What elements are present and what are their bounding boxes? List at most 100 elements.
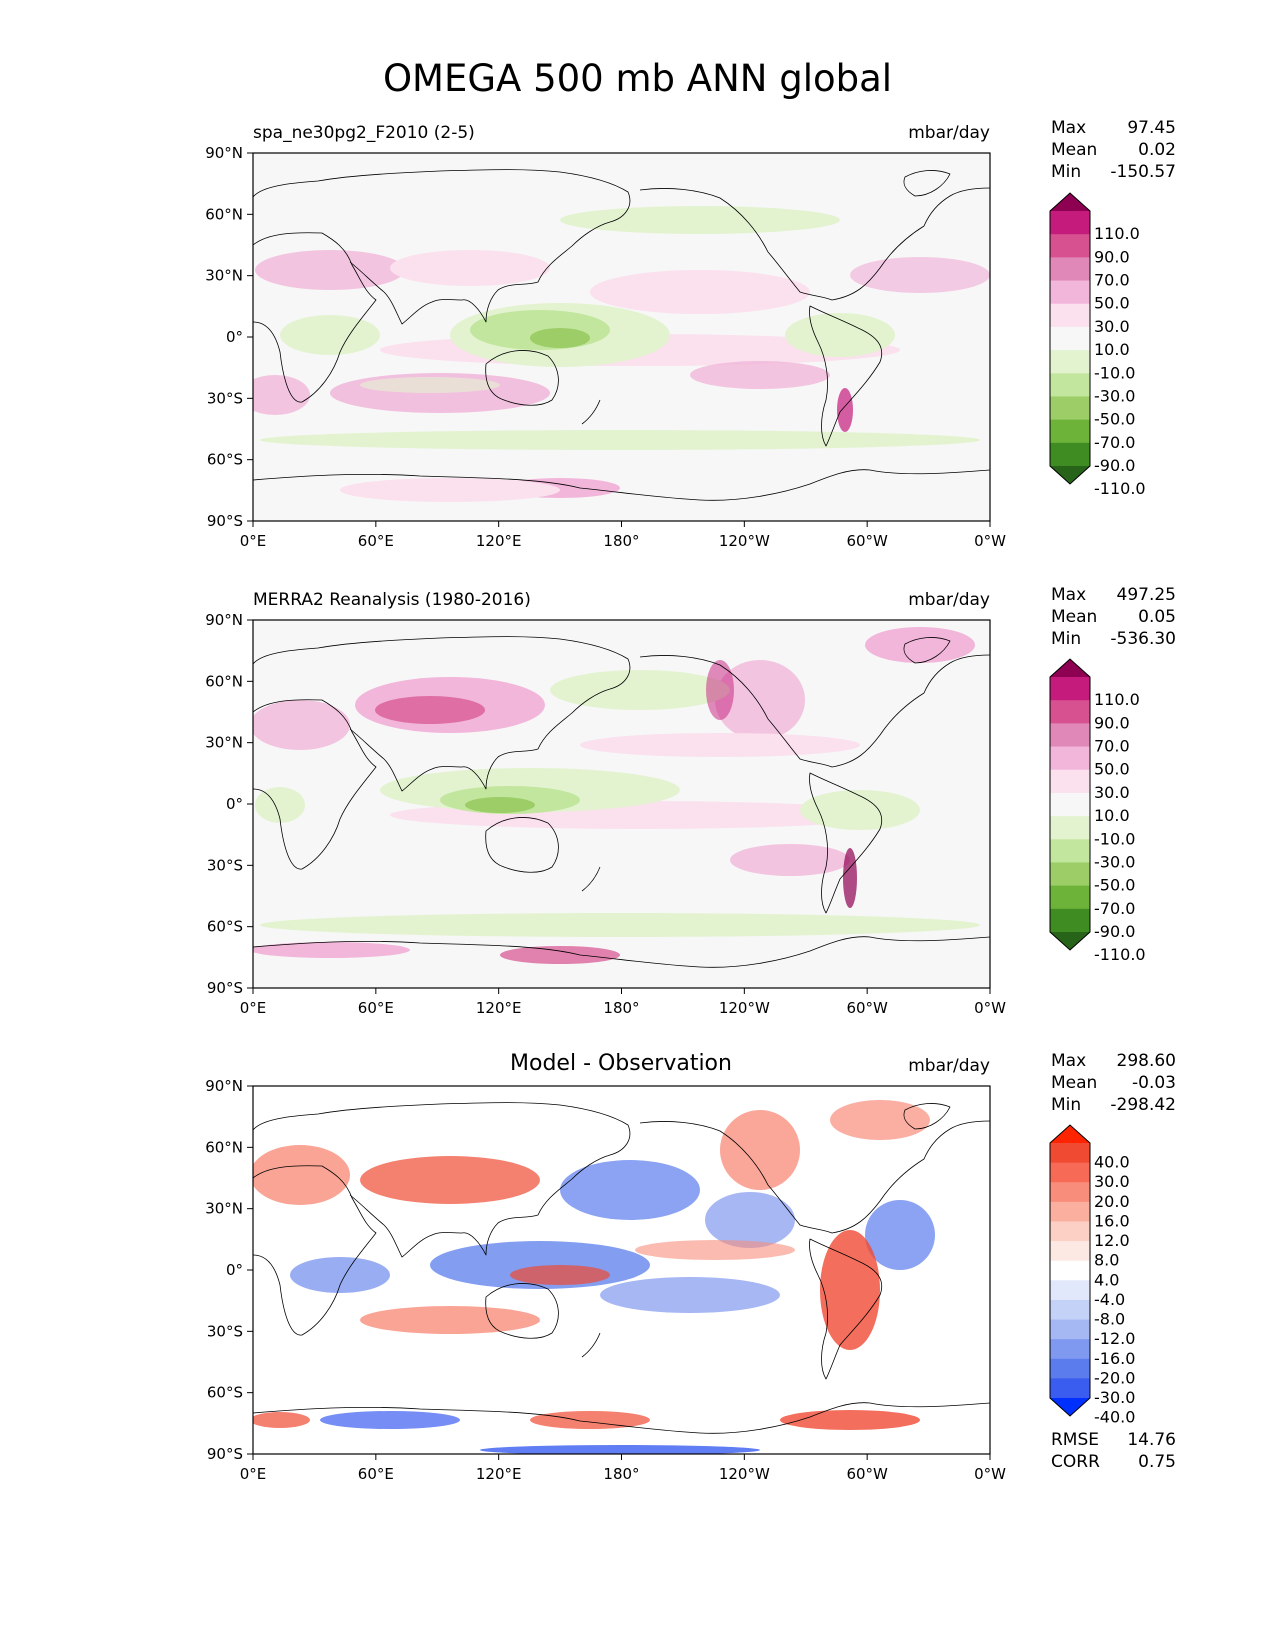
panel-obs: MERRA2 Reanalysis (1980-2016) mbar/day 0…: [205, 585, 1176, 1017]
x-tick-label: 0°W: [974, 1465, 1006, 1483]
y-tick-label: 60°S: [207, 918, 243, 936]
colorbar-level-label: 4.0: [1094, 1270, 1119, 1289]
colorbar-level-label: 30.0: [1094, 317, 1130, 336]
x-tick-label: 60°W: [846, 1465, 888, 1483]
colorbar-extend-max: [1050, 1125, 1090, 1143]
colorbar-level-label: 8.0: [1094, 1251, 1119, 1270]
colorbar-segment: [1050, 746, 1090, 771]
y-tick-label: 30°S: [207, 389, 243, 407]
colorbar-level-label: -70.0: [1094, 433, 1135, 452]
colorbar-extend-max: [1050, 659, 1090, 677]
colorbar-segment: [1050, 769, 1090, 794]
colorbar-level-label: -20.0: [1094, 1368, 1135, 1387]
stat-min-value: -150.57: [1110, 162, 1176, 182]
panel-obs-stats: Max 497.25 Mean 0.05 Min -536.30: [1051, 585, 1176, 649]
colorbar-segment: [1050, 723, 1090, 748]
stat-corr-label: CORR: [1051, 1452, 1100, 1472]
y-tick-label: 60°N: [205, 205, 243, 223]
y-tick-label: 90°S: [207, 512, 243, 530]
y-axis: 90°N 60°N 30°N 0° 30°S 60°S 90°S: [205, 611, 253, 997]
colorbar-segment: [1050, 1358, 1090, 1379]
stat-max-value: 298.60: [1117, 1051, 1176, 1071]
y-tick-label: 90°N: [205, 144, 243, 162]
colorbar-level-label: 12.0: [1094, 1231, 1130, 1250]
y-tick-label: 0°: [226, 328, 243, 346]
colorbar-segment: [1050, 816, 1090, 840]
stat-rmse-label: RMSE: [1051, 1430, 1099, 1450]
colorbar-segment: [1050, 1162, 1090, 1183]
x-tick-label: 0°E: [240, 532, 267, 550]
colorbar-level-label: -50.0: [1094, 410, 1135, 429]
panel-diff-field: [253, 1086, 990, 1454]
x-tick-label: 60°W: [846, 999, 888, 1017]
colorbar-level-label: -30.0: [1094, 1388, 1135, 1407]
x-tick-label: 60°E: [358, 999, 394, 1017]
panel-obs-field: [253, 620, 990, 988]
y-tick-label: 90°N: [205, 1077, 243, 1095]
stat-mean-label: Mean: [1051, 1073, 1097, 1093]
panel-model-stats: Max 97.45 Mean 0.02 Min -150.57: [1051, 118, 1176, 182]
y-tick-label: 90°S: [207, 979, 243, 997]
colorbar-segment: [1050, 419, 1090, 444]
x-tick-label: 0°E: [240, 1465, 267, 1483]
colorbar-level-label: -90.0: [1094, 922, 1135, 941]
y-tick-label: 30°N: [205, 734, 243, 752]
colorbar-level-label: -10.0: [1094, 363, 1135, 382]
colorbar-level-label: -30.0: [1094, 386, 1135, 405]
panel-diff-units: mbar/day: [908, 1056, 990, 1076]
colorbar-level-label: 90.0: [1094, 713, 1130, 732]
y-tick-label: 90°N: [205, 611, 243, 629]
y-tick-label: 30°S: [207, 856, 243, 874]
colorbar-segment: [1050, 1319, 1090, 1340]
colorbar-extend-min: [1050, 932, 1090, 950]
colorbar-extend-max: [1050, 193, 1090, 211]
colorbar-level-label: -8.0: [1094, 1310, 1125, 1329]
x-axis: 0°E 60°E 120°E 180° 120°W 60°W 0°W: [240, 521, 1006, 550]
x-tick-label: 60°E: [358, 1465, 394, 1483]
panel-obs-title: MERRA2 Reanalysis (1980-2016): [253, 590, 531, 610]
colorbar-segment: [1050, 326, 1090, 351]
colorbar-level-label: -12.0: [1094, 1329, 1135, 1348]
colorbar-segment: [1050, 350, 1090, 374]
x-tick-label: 0°W: [974, 532, 1006, 550]
colorbar-segment: [1050, 862, 1090, 887]
colorbar-level-label: 50.0: [1094, 294, 1130, 313]
colorbar-outline: [1049, 658, 1091, 951]
y-tick-label: 60°N: [205, 672, 243, 690]
colorbar-segment: [1050, 303, 1090, 328]
stat-max-label: Max: [1051, 118, 1086, 138]
y-tick-label: 30°N: [205, 1200, 243, 1218]
y-tick-label: 60°N: [205, 1138, 243, 1156]
y-tick-label: 60°S: [207, 1384, 243, 1402]
x-tick-label: 120°W: [719, 532, 770, 550]
colorbar-level-label: 10.0: [1094, 340, 1130, 359]
panel-diff-stats: Max 298.60 Mean -0.03 Min -298.42: [1051, 1051, 1176, 1115]
colorbar-level-label: 90.0: [1094, 247, 1130, 266]
panel-model-title: spa_ne30pg2_F2010 (2-5): [253, 123, 475, 143]
colorbar-level-label: 16.0: [1094, 1211, 1130, 1230]
stat-mean-value: 0.05: [1138, 607, 1176, 627]
colorbar-segment: [1050, 1280, 1090, 1301]
panel-diff: Model - Observation mbar/day 0°E 60°E 120°…: [205, 1051, 1176, 1483]
y-axis: 90°N 60°N 30°N 0° 30°S 60°S 90°S: [205, 144, 253, 530]
stat-min-label: Min: [1051, 629, 1081, 649]
y-tick-label: 0°: [226, 1261, 243, 1279]
panel-model-field: [253, 153, 990, 521]
colorbar-segment: [1050, 211, 1090, 235]
y-axis: 90°N 60°N 30°N 0° 30°S 60°S 90°S: [205, 1077, 253, 1463]
panel-obs-units: mbar/day: [908, 590, 990, 610]
colorbar-level-label: -110.0: [1094, 945, 1146, 964]
x-tick-label: 120°E: [476, 1465, 522, 1483]
x-tick-label: 180°: [603, 999, 639, 1017]
y-tick-label: 60°S: [207, 451, 243, 469]
colorbar-level-label: -70.0: [1094, 899, 1135, 918]
colorbar-level-label: 70.0: [1094, 737, 1130, 756]
y-tick-label: 90°S: [207, 1445, 243, 1463]
y-tick-label: 30°N: [205, 267, 243, 285]
colorbar-segment: [1050, 1378, 1090, 1399]
y-tick-label: 30°S: [207, 1322, 243, 1340]
x-tick-label: 60°W: [846, 532, 888, 550]
stat-min-value: -536.30: [1110, 629, 1176, 649]
colorbar-level-label: -16.0: [1094, 1349, 1135, 1368]
